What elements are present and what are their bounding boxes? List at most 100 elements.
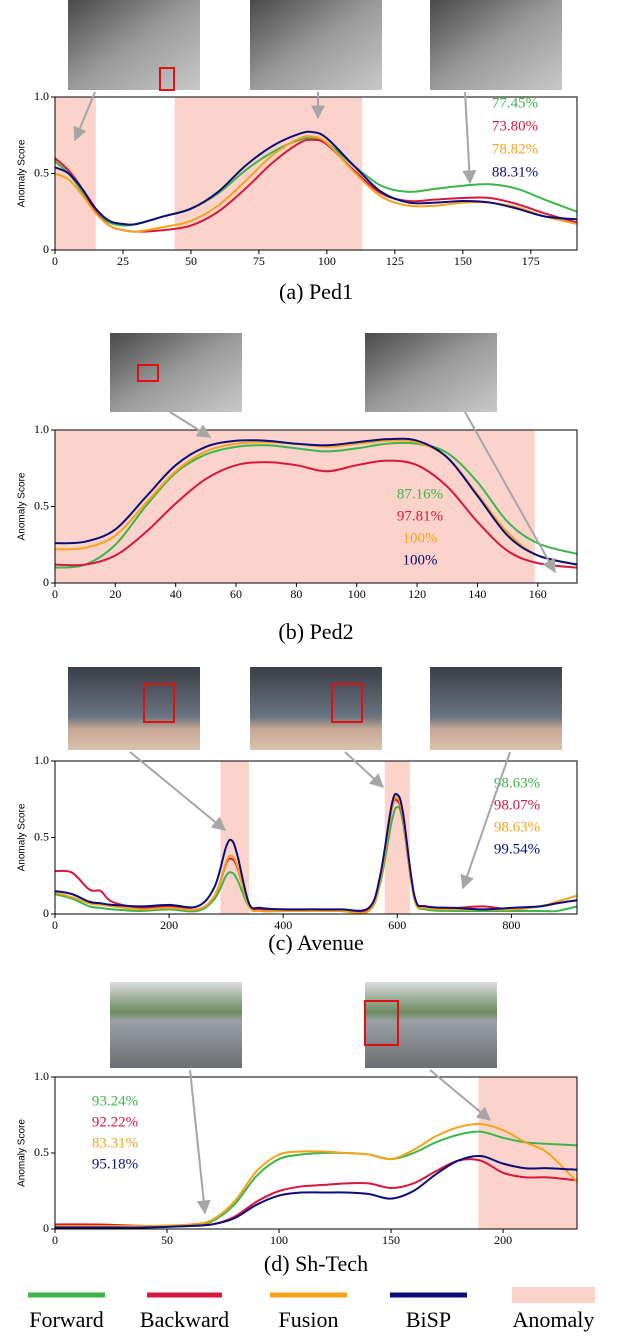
thumbnail: [110, 982, 242, 1068]
detection-box: [137, 364, 159, 382]
y-tick-label: 0.5: [34, 498, 49, 512]
x-tick-label: 75: [253, 254, 265, 268]
x-tick-label: 50: [161, 1233, 173, 1247]
auc-label: 88.31%: [492, 164, 538, 180]
legend-label: BiSP: [406, 1307, 451, 1332]
auc-label: 100%: [403, 552, 438, 568]
auc-label: 83.31%: [92, 1135, 138, 1151]
score-line: [55, 1154, 578, 1229]
x-tick-label: 40: [170, 587, 182, 601]
x-tick-label: 150: [382, 1233, 400, 1247]
detection-box: [331, 683, 363, 723]
auc-label: 97.81%: [397, 508, 443, 524]
x-tick-label: 20: [109, 587, 121, 601]
x-tick-label: 60: [230, 587, 242, 601]
score-line: [54, 792, 578, 912]
x-tick-label: 80: [290, 587, 302, 601]
x-tick-label: 400: [274, 918, 292, 932]
x-tick-label: 0: [52, 254, 58, 268]
thumbnail: [430, 0, 562, 90]
x-tick-label: 140: [468, 587, 486, 601]
auc-label: 100%: [403, 530, 438, 546]
auc-label: 73.80%: [492, 118, 538, 134]
arrow: [429, 1069, 492, 1121]
score-line: [55, 1123, 578, 1228]
chart-caption: (c) Avenue: [268, 930, 364, 955]
y-tick-label: 1.0: [34, 753, 49, 767]
arrow: [464, 411, 556, 574]
anomaly-region: [55, 430, 535, 583]
y-tick-label: 0: [43, 906, 49, 920]
x-tick-label: 50: [185, 254, 197, 268]
auc-label: 78.82%: [492, 141, 538, 157]
x-tick-label: 100: [348, 587, 366, 601]
score-line: [54, 135, 578, 233]
anomaly-region: [55, 97, 96, 250]
auc-label: 93.24%: [92, 1093, 138, 1109]
y-tick-label: 0.5: [34, 829, 49, 843]
auc-label: 95.18%: [92, 1156, 138, 1172]
auc-label: 99.54%: [494, 841, 540, 857]
legend-label: Backward: [140, 1307, 229, 1332]
x-tick-label: 200: [160, 918, 178, 932]
x-tick-label: 175: [522, 254, 540, 268]
x-tick-label: 100: [270, 1233, 288, 1247]
auc-label: 77.45%: [492, 95, 538, 111]
anomaly-region: [174, 97, 363, 250]
thumbnail: [68, 0, 200, 90]
chart-caption: (d) Sh-Tech: [264, 1251, 368, 1276]
thumbnail: [365, 333, 497, 412]
auc-label: 92.22%: [92, 1114, 138, 1130]
x-tick-label: 150: [454, 254, 472, 268]
auc-label: 98.63%: [494, 819, 540, 835]
y-tick-label: 0: [43, 575, 49, 589]
score-line: [54, 130, 578, 226]
y-axis-label: Anomaly Score: [17, 472, 28, 540]
x-tick-label: 25: [117, 254, 129, 268]
thumbnail: [250, 667, 382, 750]
x-tick-label: 0: [52, 587, 58, 601]
x-tick-label: 200: [494, 1233, 512, 1247]
y-tick-label: 0.5: [34, 1145, 49, 1159]
y-tick-label: 0.5: [34, 165, 49, 179]
thumbnail: [365, 982, 497, 1068]
x-tick-label: 800: [502, 918, 520, 932]
y-tick-label: 1.0: [34, 1069, 49, 1083]
anomaly-region: [478, 1077, 577, 1229]
x-tick-label: 0: [52, 918, 58, 932]
score-line: [54, 459, 578, 569]
chart-caption: (a) Ped1: [279, 279, 353, 304]
x-tick-label: 100: [318, 254, 336, 268]
detection-box: [364, 1000, 399, 1046]
y-tick-label: 0: [43, 242, 49, 256]
legend-label: Anomaly: [513, 1307, 595, 1332]
arrow: [462, 91, 477, 185]
auc-label: 87.16%: [397, 486, 443, 502]
auc-label: 98.63%: [494, 775, 540, 791]
y-axis-label: Anomaly Score: [17, 1119, 28, 1187]
x-tick-label: 0: [52, 1233, 58, 1247]
auc-label: 98.07%: [494, 797, 540, 813]
arrow: [460, 751, 511, 890]
chart-caption: (b) Ped2: [278, 619, 353, 644]
thumbnail: [110, 333, 242, 412]
score-line: [54, 441, 578, 569]
score-line: [54, 796, 578, 915]
x-tick-label: 120: [408, 587, 426, 601]
thumbnail: [430, 667, 562, 750]
detection-box: [143, 683, 175, 723]
arrow: [73, 91, 96, 142]
legend-label: Forward: [29, 1307, 104, 1332]
thumbnail: [68, 667, 200, 750]
y-axis-label: Anomaly Score: [17, 139, 28, 207]
arrow: [189, 1069, 211, 1215]
y-tick-label: 0: [43, 1221, 49, 1235]
y-tick-label: 1.0: [34, 422, 49, 436]
arrow: [129, 751, 227, 831]
score-line: [54, 437, 578, 566]
arrow: [169, 411, 212, 438]
y-axis-label: Anomaly Score: [17, 803, 28, 871]
arrow: [344, 751, 385, 788]
x-tick-label: 160: [529, 587, 547, 601]
